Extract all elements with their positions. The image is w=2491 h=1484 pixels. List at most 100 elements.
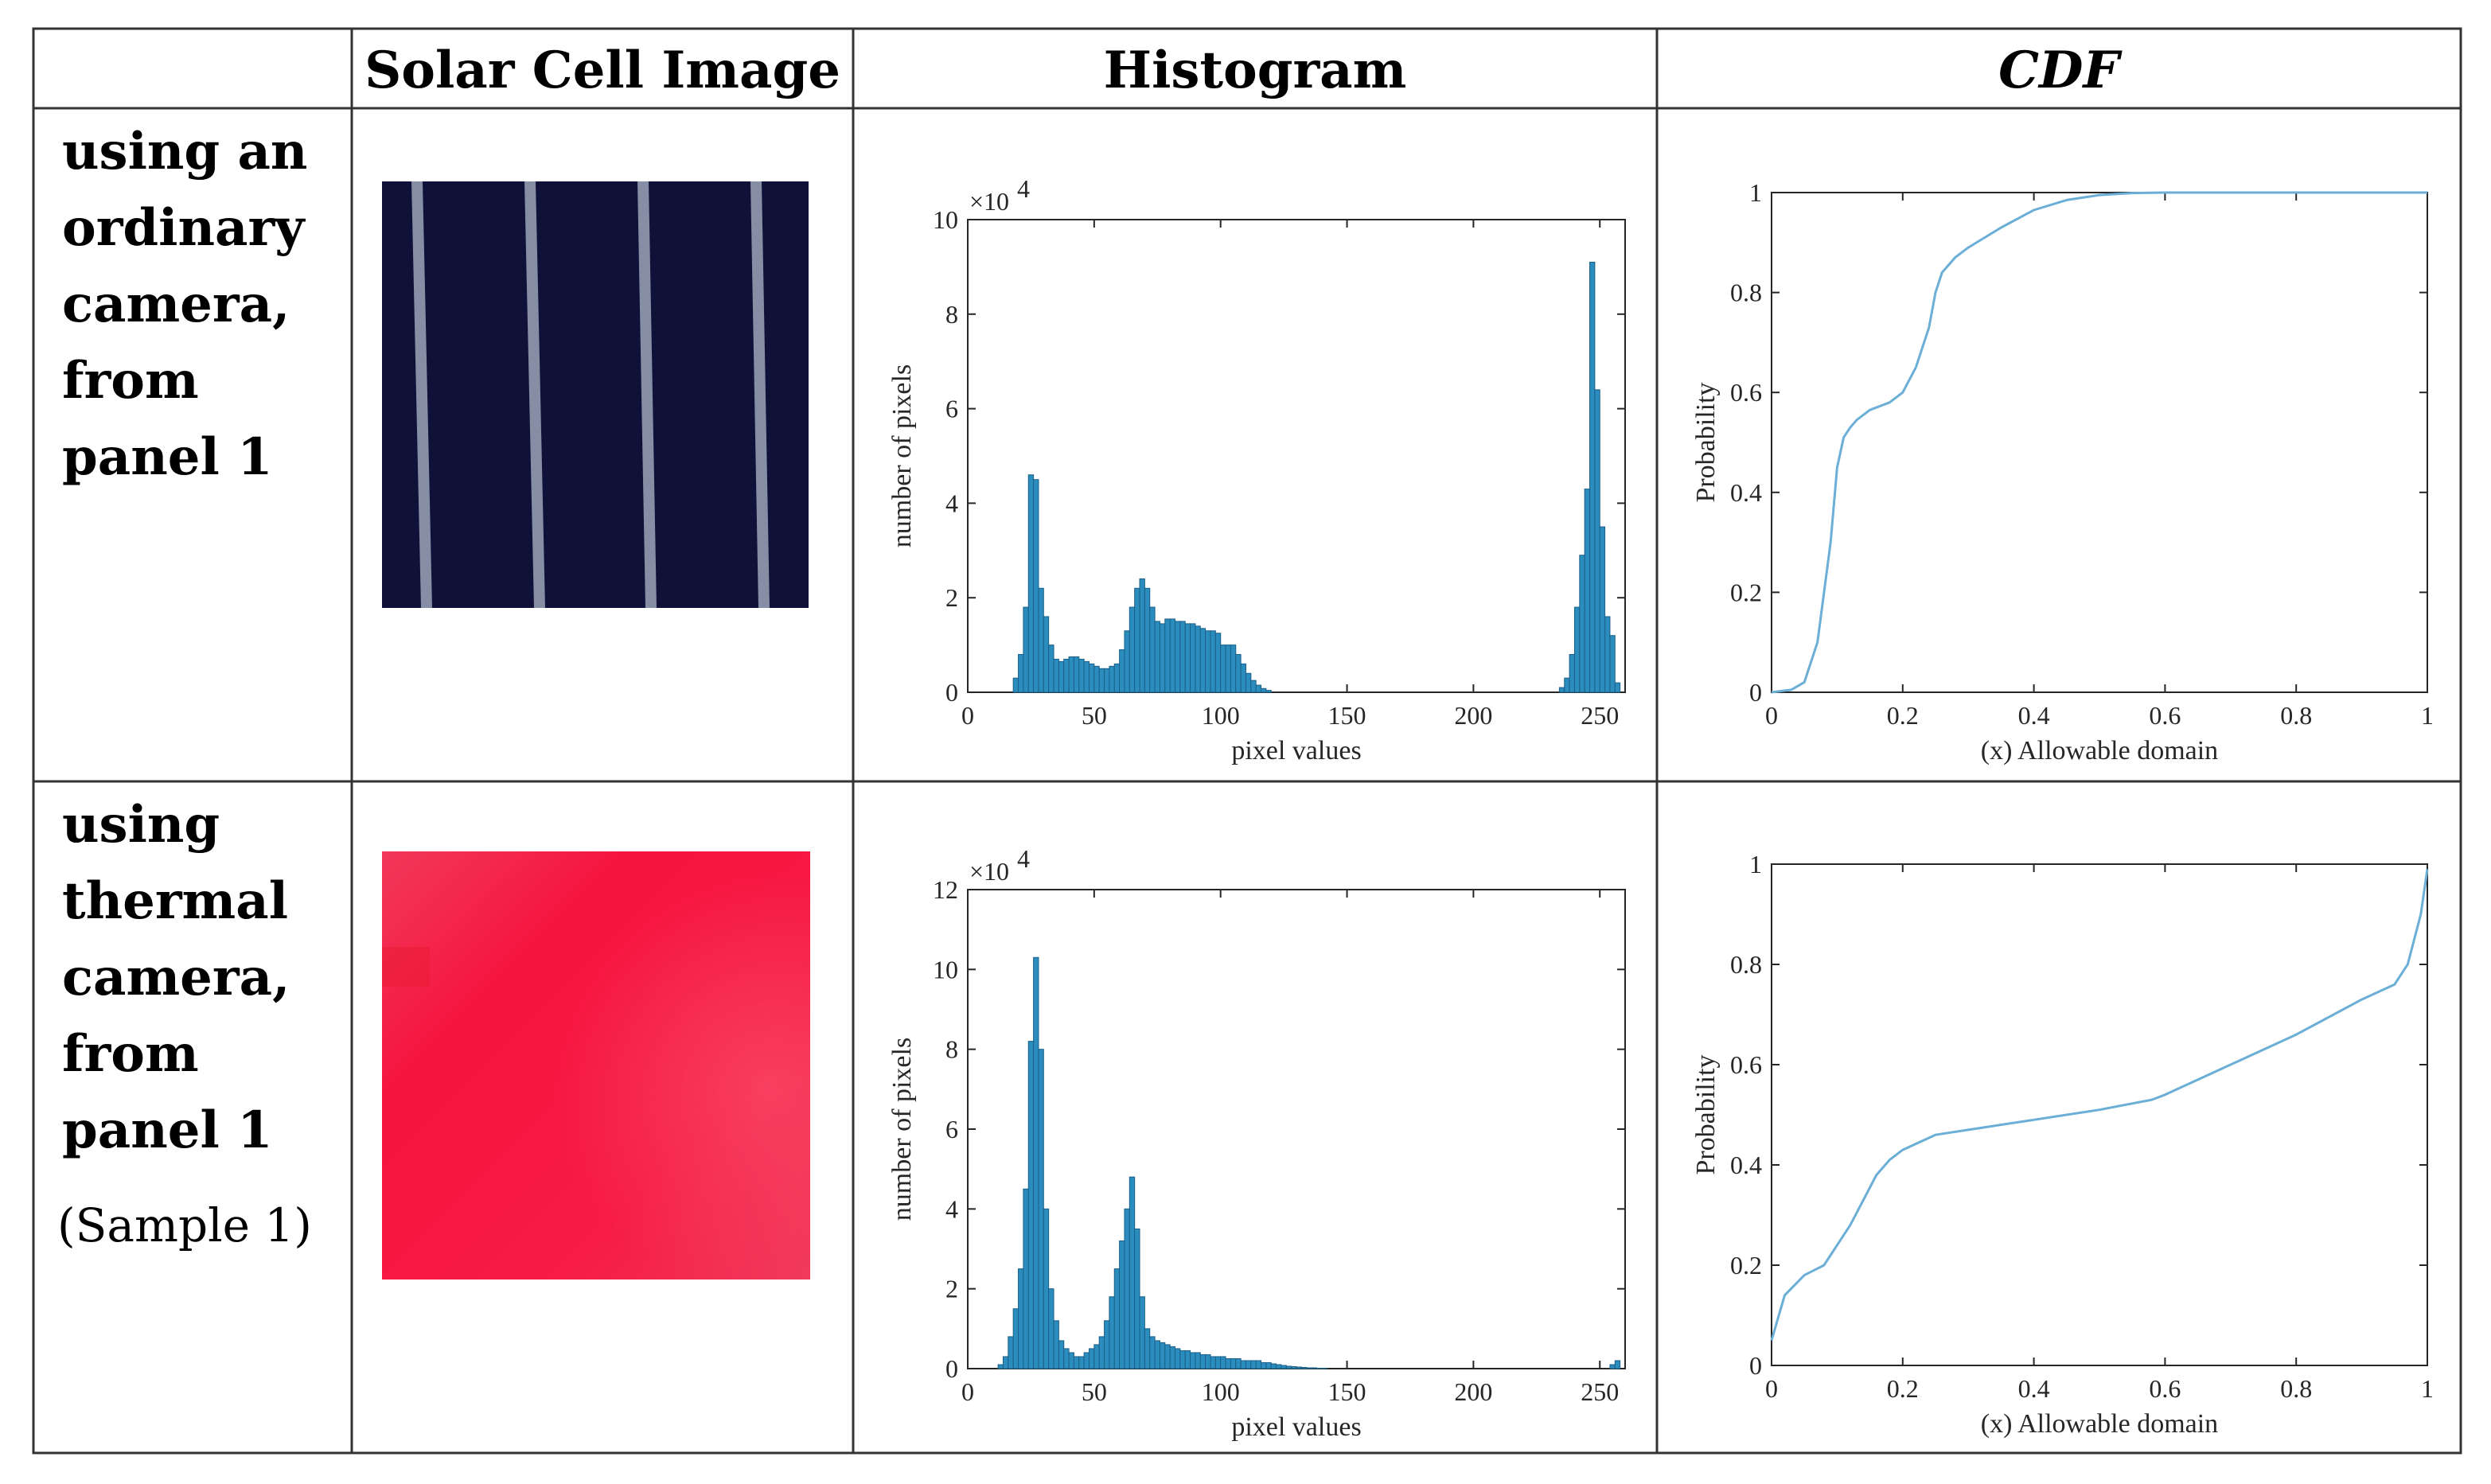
busbar-stripe <box>524 181 545 608</box>
x-tick-label: 0.2 <box>1887 701 1919 730</box>
busbar-stripes <box>411 181 770 608</box>
x-axis-label: pixel values <box>1231 736 1361 765</box>
histogram-bar <box>1214 633 1222 693</box>
x-tick-label: 0 <box>1765 701 1778 730</box>
histogram-bar <box>1300 1366 1308 1369</box>
histogram-bar <box>1306 1367 1312 1369</box>
histogram-bar <box>1159 623 1166 693</box>
histogram-bar <box>1098 1336 1105 1369</box>
histogram-bar <box>1033 956 1039 1369</box>
histogram-bar <box>1023 1188 1029 1369</box>
y-axis-exponent: ×10 <box>969 857 1009 886</box>
histogram-bar <box>1018 1268 1024 1369</box>
histogram-bar <box>1093 665 1100 693</box>
row-label-line: from <box>62 351 199 411</box>
y-tick-label: 6 <box>945 395 958 423</box>
histogram-bar <box>1053 658 1059 693</box>
row-label-line: panel 1 <box>62 1100 273 1160</box>
histogram-bar <box>1038 1049 1044 1369</box>
histogram-bar <box>1098 668 1105 693</box>
histogram-bar <box>1589 261 1596 693</box>
histogram-bar <box>1063 658 1070 693</box>
histogram-bar <box>1220 1356 1226 1369</box>
y-tick-label: 0 <box>945 1354 958 1383</box>
histogram-bar <box>1083 660 1090 693</box>
y-tick-label: 0 <box>945 678 958 707</box>
histogram-bar <box>1184 1350 1191 1369</box>
histogram-bar <box>1240 663 1246 693</box>
histogram-bar <box>1240 1360 1246 1369</box>
histogram-bar <box>1311 1367 1317 1369</box>
row-label-line: using <box>62 795 220 855</box>
y-tick-label: 2 <box>945 1275 958 1303</box>
histogram-bar <box>1195 1352 1201 1369</box>
header-histogram: Histogram <box>1104 41 1407 100</box>
row-label-line: using an <box>62 122 307 181</box>
row-label-ordinary: using an ordinary camera, from panel 1 <box>62 122 307 487</box>
histogram-bar <box>1265 690 1272 693</box>
histogram-bar <box>1043 1208 1050 1369</box>
row-label-thermal: using thermal camera, from panel 1 (Samp… <box>57 795 312 1252</box>
busbar-stripe <box>750 181 770 608</box>
histogram-bar <box>1250 680 1257 693</box>
x-tick-label: 0 <box>1765 1374 1778 1403</box>
histogram-bar <box>1261 1361 1267 1369</box>
histogram-bar <box>1199 1354 1207 1369</box>
cdf-line <box>1771 191 2427 694</box>
histogram-bar <box>1027 1041 1035 1369</box>
histogram-bar <box>1058 1340 1065 1369</box>
histogram-bar <box>1255 1360 1262 1369</box>
solar-cell-photo-ordinary <box>382 181 809 608</box>
histogram-bar <box>1594 389 1600 693</box>
histogram-bar <box>1564 677 1570 693</box>
histogram-bar <box>1579 555 1585 693</box>
x-tick-label: 0.6 <box>2149 701 2181 730</box>
row-label-line: camera, <box>62 275 290 334</box>
histogram-bar <box>1169 618 1176 693</box>
row-label-line: panel 1 <box>62 427 273 487</box>
histogram-bar <box>1023 606 1029 693</box>
row-label-line: from <box>62 1024 199 1084</box>
histogram-bar <box>1230 1357 1237 1369</box>
x-tick-label: 50 <box>1082 1377 1107 1406</box>
histogram-bar <box>1250 1360 1257 1369</box>
busbar-stripe <box>411 181 432 608</box>
histogram-bar <box>1038 587 1044 693</box>
histogram-bar <box>1225 1357 1231 1369</box>
y-tick-label: 0.6 <box>1730 378 1762 407</box>
x-tick-label: 1 <box>2421 701 2434 730</box>
histogram-thermal: 0 50 100 150 200 250 0 2 4 6 8 10 12 pixel values numb… <box>887 844 1626 1442</box>
histogram-bar <box>1012 1308 1019 1369</box>
histogram-bar <box>1205 1354 1211 1369</box>
histogram-bar <box>1048 1288 1054 1369</box>
x-tick-label: 150 <box>1328 701 1366 730</box>
x-axis-label: (x) Allowable domain <box>1981 736 2218 765</box>
histogram-bar <box>1113 663 1121 693</box>
histogram-bar <box>1609 635 1616 693</box>
y-axis-label: number of pixels <box>887 1038 917 1221</box>
histogram-bar <box>1245 1360 1252 1369</box>
histogram-bar <box>1113 1268 1121 1369</box>
histogram-bar <box>1220 645 1226 693</box>
histogram-bar <box>1068 656 1074 693</box>
y-tick-label: 4 <box>945 1194 958 1223</box>
histogram-bar <box>1175 1348 1181 1369</box>
histogram-bar <box>1599 526 1606 693</box>
histogram-bar <box>1604 616 1611 693</box>
histogram-bar <box>1584 489 1591 693</box>
histogram-bar <box>1285 1365 1292 1369</box>
y-tick-label: 4 <box>945 489 958 517</box>
cdf-thermal: 0 0.2 0.4 0.6 0.8 1 0 0.2 0.4 0.6 0.8 1 (x) Allowabl… <box>1691 850 2434 1439</box>
histogram-bar <box>1078 658 1085 693</box>
histogram-bar <box>1184 623 1191 693</box>
histogram-bar <box>1235 653 1242 693</box>
histogram-bar <box>1144 587 1151 693</box>
histogram-bar <box>1119 649 1125 693</box>
histogram-bar <box>1199 628 1207 693</box>
y-axis-label: Probability <box>1691 382 1721 502</box>
histogram-bar <box>1281 1365 1287 1369</box>
histogram-bar <box>997 1364 1004 1369</box>
histogram-bar <box>1139 1296 1145 1369</box>
histogram-bar <box>1179 1350 1186 1369</box>
histogram-bar <box>1154 621 1160 693</box>
